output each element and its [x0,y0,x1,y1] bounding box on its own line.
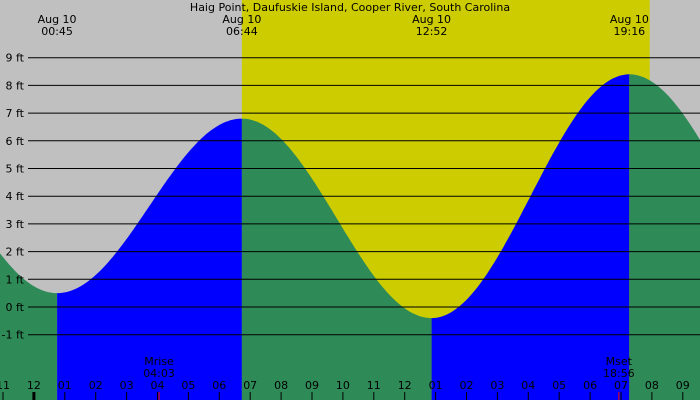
y-tick-label: 8 ft [6,79,25,92]
y-axis-labels: -1 ft 0 ft 1 ft 2 ft 3 ft 4 ft 5 ft 6 ft 7 ft 8 f… [2,52,25,342]
y-tick-label: 9 ft [6,52,25,65]
extreme-time: 19:16 [613,25,645,38]
x-tick-label: 08 [645,379,659,392]
x-tick-label: 01 [429,379,443,392]
x-tick-label: 12 [27,379,41,392]
x-tick-label: 10 [336,379,350,392]
extreme-time: 12:52 [416,25,448,38]
x-tick-label: 04 [151,379,165,392]
y-tick-label: 6 ft [6,135,25,148]
x-tick-label: 02 [460,379,474,392]
y-tick-label: 5 ft [6,163,25,176]
x-tick-label: 04 [521,379,535,392]
extreme-time: 06:44 [226,25,258,38]
moon-event-time: 18:56 [603,367,635,380]
chart-title: Haig Point, Daufuskie Island, Cooper Riv… [190,1,510,14]
extreme-time: 00:45 [41,25,73,38]
x-tick-label: 07 [614,379,628,392]
moon-event-label: Mset [606,355,633,368]
x-tick-label: 06 [583,379,597,392]
x-tick-label: 03 [490,379,504,392]
x-tick-label: 03 [120,379,134,392]
x-tick-label: 09 [305,379,319,392]
falling-tide-area [0,253,58,400]
x-tick-label: 11 [0,379,10,392]
x-tick-label: 12 [398,379,412,392]
y-tick-label: 1 ft [6,273,25,286]
x-tick-label: 07 [243,379,257,392]
gridlines [28,57,700,336]
y-tick-label: 4 ft [6,190,25,203]
y-tick-label: 0 ft [6,301,25,314]
x-tick-label: 02 [89,379,103,392]
falling-tide-area [241,118,432,400]
x-tick-label: 08 [274,379,288,392]
x-axis: 11 12 01 02 03 04 05 06 07 08 09 10 11 12 01 02 03 04 05 06… [0,379,690,400]
extreme-date: Aug 10 [412,13,451,26]
x-tick-label: 06 [212,379,226,392]
falling-tide-area [629,74,700,400]
extreme-date: Aug 10 [38,13,77,26]
rising-tide-area [431,74,630,400]
x-tick-label: 11 [367,379,381,392]
x-tick-label: 09 [676,379,690,392]
extreme-date: Aug 10 [610,13,649,26]
y-tick-label: 7 ft [6,107,25,120]
moon-event-label: Mrise [144,355,174,368]
x-tick-label: 05 [552,379,566,392]
moon-event-time: 04:03 [143,367,175,380]
x-tick-label: 01 [58,379,72,392]
y-tick-label: 2 ft [6,246,25,259]
x-tick-label: 05 [181,379,195,392]
extreme-date: Aug 10 [222,13,261,26]
rising-tide-area [57,118,242,400]
tide-fills [0,74,700,400]
y-tick-label: 3 ft [6,218,25,231]
y-tick-label: -1 ft [2,329,25,342]
